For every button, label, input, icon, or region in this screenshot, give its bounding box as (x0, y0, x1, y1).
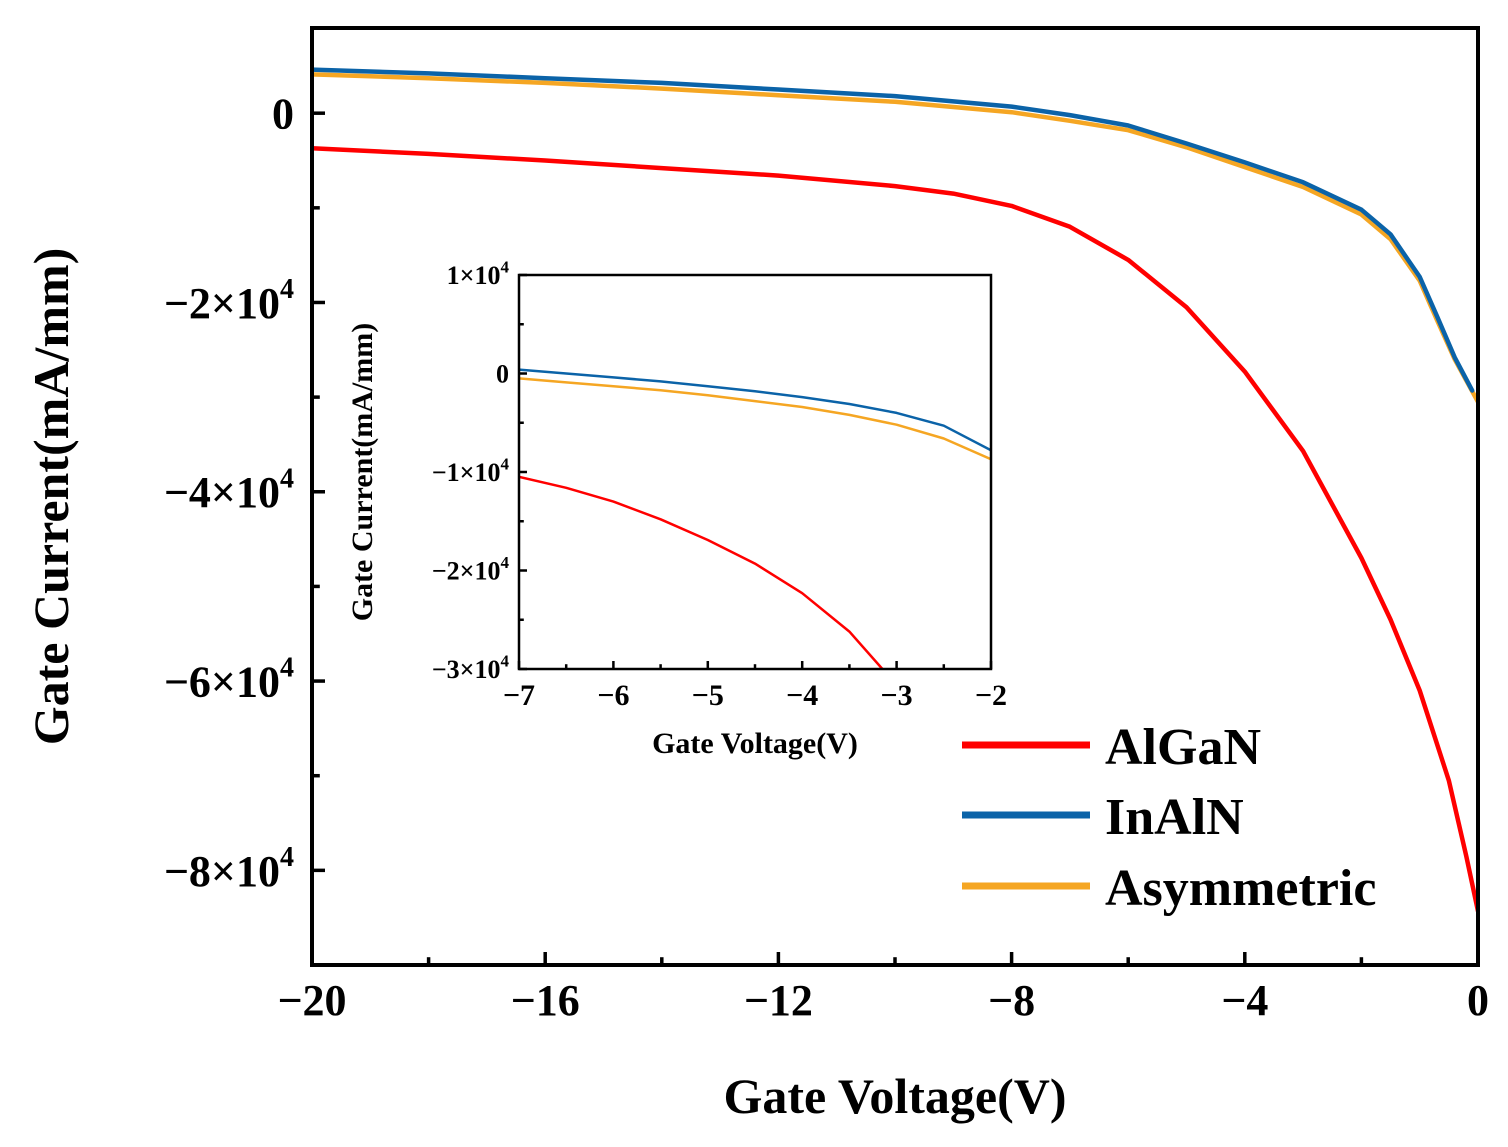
main-y-tick-base: −6×10 (164, 657, 280, 706)
inset-y-tick-base: −2×10 (432, 557, 501, 586)
main-x-tick-label: −12 (744, 976, 813, 1025)
main-y-tick-label: −6×104 (164, 653, 294, 707)
main-y-tick-exponent: 4 (280, 653, 294, 684)
main-series-line-inaln (312, 67, 1475, 393)
legend-label-asymmetric: Asymmetric (1105, 860, 1376, 917)
legend-label-inaln: InAlN (1105, 789, 1244, 846)
main-x-tick-label: 0 (1467, 976, 1489, 1025)
main-x-tick-label: −16 (511, 976, 580, 1025)
main-y-tick-exponent: 4 (280, 274, 294, 305)
inset-y-tick-base: 1×10 (447, 261, 501, 290)
main-y-tick-label: 0 (272, 90, 294, 139)
main-x-axis-title: Gate Voltage(V) (724, 1068, 1067, 1124)
inset-x-tick-label: −3 (881, 679, 913, 712)
legend-label-algan: AlGaN (1105, 719, 1261, 776)
main-y-tick-base: 0 (272, 90, 294, 139)
inset-y-tick-base: −1×10 (432, 458, 501, 487)
inset-x-tick-label: −2 (975, 679, 1007, 712)
main-y-tick-label: −2×104 (164, 274, 294, 328)
inset-y-tick-label: −2×104 (432, 553, 510, 586)
main-x-tick-label: −20 (277, 976, 346, 1025)
inset-y-tick-label: −3×104 (432, 651, 510, 684)
main-x-tick-label: −4 (1221, 976, 1268, 1025)
inset-x-axis-title: Gate Voltage(V) (652, 727, 858, 760)
inset-series-line-inaln (519, 368, 991, 452)
main-y-tick-exponent: 4 (280, 463, 294, 494)
main-plot: −20 −16 −12 −8 −4 00−2×104−4×104−6×104−8×104G… (23, 26, 1489, 1124)
inset-y-tick-base: −3×10 (432, 655, 501, 684)
main-y-tick-label: −8×104 (164, 842, 294, 896)
inset-y-tick-exponent: 4 (501, 651, 510, 670)
main-y-tick-base: −2×10 (164, 279, 280, 328)
inset-x-tick-label: −6 (597, 679, 629, 712)
inset-y-tick-label: 0 (496, 360, 509, 389)
main-y-tick-exponent: 4 (280, 842, 294, 873)
inset-y-tick-label: −1×104 (432, 454, 510, 487)
main-x-tick-label: −8 (988, 976, 1035, 1025)
inset-y-tick-label: 1×104 (447, 257, 510, 290)
main-y-tick-base: −4×10 (164, 468, 280, 517)
inset-y-tick-exponent: 4 (501, 454, 510, 473)
inset-plot-background (519, 275, 991, 669)
inset-series-line-algan (519, 475, 884, 669)
inset-series-line-asymmetric (519, 377, 991, 461)
inset-x-tick-label: −4 (786, 679, 818, 712)
legend: AlGaN InAlN Asymmetric (962, 719, 1376, 917)
inset-x-tick-label: −5 (692, 679, 724, 712)
main-series-line-algan (312, 145, 1478, 914)
main-y-axis-title: Gate Current(mA/mm) (23, 248, 79, 746)
inset-plot: −7 −6 −5 −4 −3 −21×1040−1×104−2×104−3×104Gate… (346, 257, 1007, 760)
main-y-tick-base: −8×10 (164, 847, 280, 896)
main-y-tick-label: −4×104 (164, 463, 294, 517)
inset-y-tick-exponent: 4 (501, 553, 510, 572)
inset-x-tick-label: −7 (503, 679, 535, 712)
inset-y-axis-title: Gate Current(mA/mm) (346, 323, 379, 622)
inset-y-tick-exponent: 4 (501, 257, 510, 276)
inset-y-tick-base: 0 (496, 360, 509, 389)
